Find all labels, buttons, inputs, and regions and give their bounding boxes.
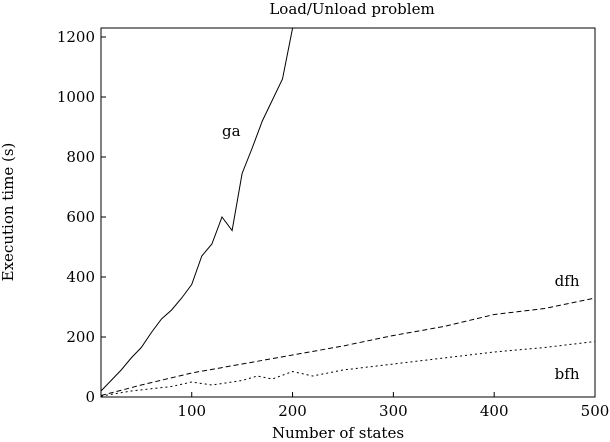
series-labels: ga dfh bfh [222,122,580,383]
chart-title: Load/Unload problem [269,0,434,18]
y-tick-label: 0 [85,388,95,406]
series-label-dfh: dfh [555,272,580,290]
series-line-ga [101,28,294,392]
series-line-bfh [101,341,595,397]
series-label-bfh: bfh [555,365,580,383]
x-tick-label: 300 [379,402,408,420]
x-tick-label: 500 [581,402,610,420]
plot-frame [100,27,596,398]
x-axis-label: Number of states [272,424,404,442]
x-axis: 100 200 300 400 500 [177,392,609,420]
series-label-ga: ga [222,122,241,140]
y-axis-label: Execution time (s) [0,143,17,282]
y-axis: 0 200 400 600 800 1000 1200 [57,28,106,406]
x-tick-label: 100 [177,402,206,420]
x-tick-label: 400 [480,402,509,420]
series-line-dfh [101,297,595,396]
y-tick-label: 1000 [57,88,95,106]
y-tick-label: 400 [66,268,95,286]
x-tick-label: 200 [278,402,307,420]
y-tick-label: 600 [66,208,95,226]
y-tick-label: 1200 [57,28,95,46]
y-tick-label: 800 [66,148,95,166]
series-group [101,28,595,397]
y-tick-label: 200 [66,328,95,346]
